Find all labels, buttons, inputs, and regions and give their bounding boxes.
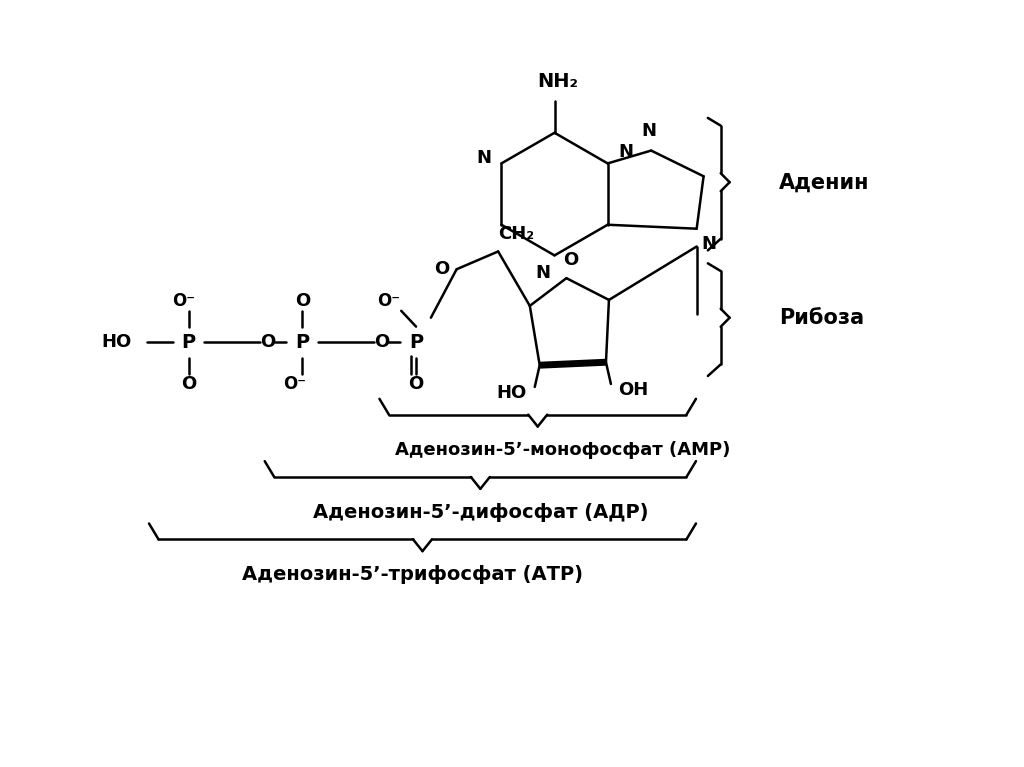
Text: O: O bbox=[374, 334, 389, 351]
Text: Аденозин-5’-дифосфат (АДР): Аденозин-5’-дифосфат (АДР) bbox=[312, 503, 648, 522]
Text: O⁻: O⁻ bbox=[172, 292, 196, 310]
Text: HO: HO bbox=[497, 384, 527, 402]
Text: P: P bbox=[181, 333, 196, 352]
Text: O: O bbox=[434, 260, 450, 278]
Text: O: O bbox=[563, 252, 578, 269]
Text: NH₂: NH₂ bbox=[537, 72, 578, 91]
Text: Аденозин-5’-трифосфат (АТР): Аденозин-5’-трифосфат (АТР) bbox=[242, 565, 583, 584]
Text: O⁻: O⁻ bbox=[377, 292, 399, 310]
Text: N: N bbox=[701, 235, 716, 252]
Text: Аденин: Аденин bbox=[779, 173, 869, 193]
Text: P: P bbox=[409, 333, 423, 352]
Text: Рибоза: Рибоза bbox=[779, 308, 864, 328]
Text: N: N bbox=[642, 122, 656, 140]
Text: Аденозин-5’-монофосфат (АМР): Аденозин-5’-монофосфат (АМР) bbox=[395, 441, 730, 459]
Text: O⁻: O⁻ bbox=[283, 375, 306, 393]
Text: N: N bbox=[536, 264, 550, 282]
Text: OH: OH bbox=[618, 381, 649, 399]
Text: P: P bbox=[295, 333, 309, 352]
Text: O: O bbox=[295, 292, 310, 310]
Text: O: O bbox=[260, 334, 275, 351]
Text: O: O bbox=[181, 375, 197, 393]
Text: CH₂: CH₂ bbox=[498, 225, 535, 242]
Text: O: O bbox=[409, 375, 424, 393]
Text: HO: HO bbox=[101, 334, 131, 351]
Text: N: N bbox=[476, 150, 492, 167]
Text: N: N bbox=[617, 143, 633, 160]
